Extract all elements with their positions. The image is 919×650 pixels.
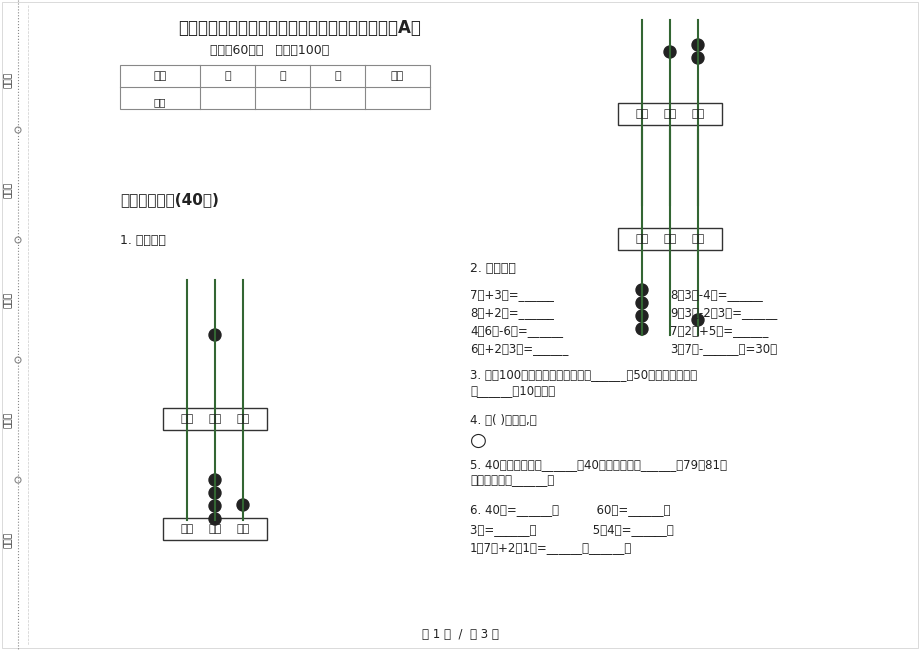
Circle shape [209,500,221,512]
Text: 1. 看图写数: 1. 看图写数 [119,233,165,246]
Text: 十位: 十位 [208,414,221,424]
Circle shape [209,487,221,499]
Text: 百位: 百位 [635,109,648,119]
Text: 十位: 十位 [663,109,675,119]
Text: 个位: 个位 [690,109,704,119]
Text: 8分+2分=______: 8分+2分=______ [470,307,553,320]
Circle shape [635,284,647,296]
Text: 总分: 总分 [391,71,403,81]
Text: 个位: 个位 [236,524,249,534]
Text: 4角6分-6分=______: 4角6分-6分=______ [470,324,562,337]
Text: 6. 40角=______元          60分=______角: 6. 40角=______元 60分=______角 [470,504,670,517]
Text: 百位: 百位 [180,414,193,424]
Text: 十位: 十位 [663,234,675,244]
Text: 姓名：: 姓名： [4,292,13,308]
Text: 一: 一 [224,71,231,81]
Text: 三: 三 [334,71,340,81]
Text: 十位: 十位 [208,524,221,534]
Text: ○: ○ [470,430,486,450]
Circle shape [691,52,703,64]
Text: 7元+3元=______: 7元+3元=______ [470,289,553,302]
Circle shape [209,474,221,486]
FancyBboxPatch shape [163,408,267,430]
Text: 百位: 百位 [180,524,193,534]
Text: 时间：60分钟   满分：100分: 时间：60分钟 满分：100分 [210,44,329,57]
Text: 班级：: 班级： [4,412,13,428]
FancyBboxPatch shape [618,103,721,125]
Text: 个位: 个位 [236,414,249,424]
Text: 题号: 题号 [153,71,166,81]
Text: 成______张10元的。: 成______张10元的。 [470,385,554,398]
Circle shape [635,297,647,309]
Text: 二: 二 [278,71,286,81]
Text: 3. 一张100元的人民币，可以换成______张50元，或者还能换: 3. 一张100元的人民币，可以换成______张50元，或者还能换 [470,369,697,382]
FancyBboxPatch shape [163,518,267,540]
Circle shape [209,329,221,341]
Text: 百位: 百位 [635,234,648,244]
Circle shape [691,39,703,51]
Circle shape [635,323,647,335]
Circle shape [237,499,249,511]
Text: 8角3分-4角=______: 8角3分-4角=______ [669,289,762,302]
Text: 9元3角-2元3角=______: 9元3角-2元3角=______ [669,307,777,320]
Text: 一年级下学期考点强化训练小学数学期末模拟试卷A卷: 一年级下学期考点强化训练小学数学期末模拟试卷A卷 [178,19,421,37]
Text: 一、基础练习(40分): 一、基础练习(40分) [119,192,219,207]
Text: 7角2分+5分=______: 7角2分+5分=______ [669,324,767,337]
Text: 2. 算一算。: 2. 算一算。 [470,261,516,274]
Circle shape [635,310,647,322]
Text: 个位: 个位 [690,234,704,244]
Text: 考场：: 考场： [4,182,13,198]
Circle shape [664,46,675,58]
Text: 3元=______角               5元4角=______角: 3元=______角 5元4角=______角 [470,523,673,536]
Text: 第 1 页  /  共 3 页: 第 1 页 / 共 3 页 [421,629,498,642]
Text: 1元7角+2元1角=______元______角: 1元7角+2元1角=______元______角 [470,541,631,554]
Text: 3角7分-______分=30分: 3角7分-______分=30分 [669,343,777,356]
Text: 学校：: 学校： [4,532,13,548]
FancyBboxPatch shape [618,228,721,250]
Text: 5. 40前面一个数是______，40后面一个数是______。79和81中: 5. 40前面一个数是______，40后面一个数是______。79和81中 [470,458,726,471]
Text: 间的一个数是______。: 间的一个数是______。 [470,474,553,488]
Text: 6角+2角3分=______: 6角+2角3分=______ [470,343,568,356]
Circle shape [691,314,703,326]
Circle shape [209,513,221,525]
Text: 4. 在( )里填数,在: 4. 在( )里填数,在 [470,413,536,426]
Text: 考号：: 考号： [4,72,13,88]
Text: 得分: 得分 [153,98,166,107]
